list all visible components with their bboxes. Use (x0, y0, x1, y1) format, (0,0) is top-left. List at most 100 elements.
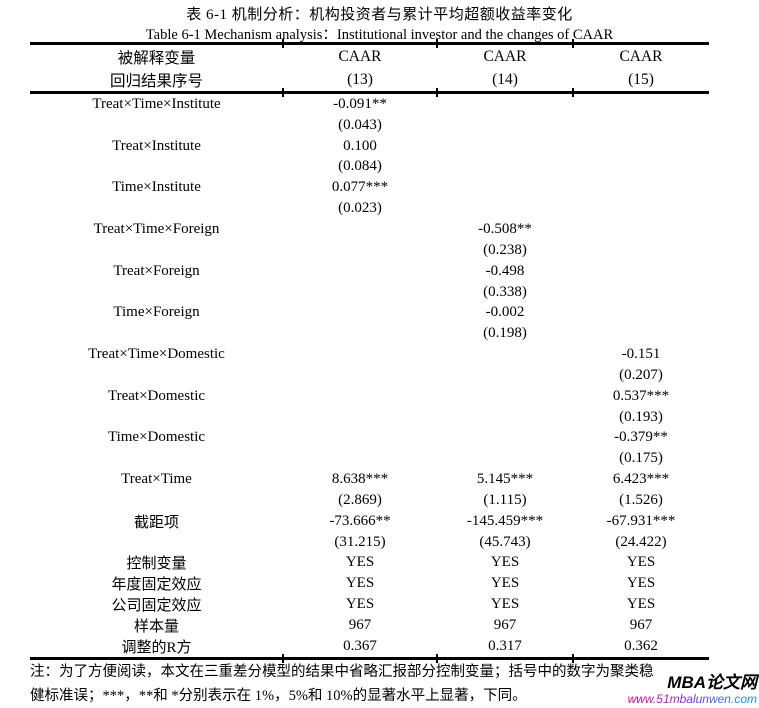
row-label: 调整的R方 (121, 639, 192, 656)
cell-value: (24.422) (615, 533, 667, 550)
row-label: Treat×Domestic (107, 387, 206, 404)
table-row: 公司固定效应 YES YES YES (30, 594, 709, 615)
table-row: Treat×Time×Foreign -0.508** (30, 219, 709, 240)
cell-value: -0.379** (614, 429, 668, 446)
table-row: (0.207) (30, 365, 709, 386)
row-label: 年度固定效应 (111, 577, 202, 594)
table-row: (0.023) (30, 198, 709, 219)
row-label: Treat×Foreign (113, 262, 200, 279)
column-divider-tick (436, 653, 438, 663)
cell-value: 967 (493, 617, 517, 634)
cell-value: (31.215) (334, 533, 386, 550)
column-divider-tick (436, 39, 438, 48)
cell-value: 0.362 (624, 637, 658, 654)
header-col-13: CAAR (338, 47, 382, 65)
cell-value: (1.115) (483, 491, 527, 508)
cell-value: 6.423*** (612, 471, 670, 488)
row-label: Treat×Time×Domestic (88, 346, 225, 363)
row-label: Treat×Time×Institute (92, 95, 221, 112)
cell-value: 967 (348, 617, 372, 634)
table-row: (0.238) (30, 240, 709, 261)
cell-value: (0.193) (619, 408, 663, 425)
cell-value: YES (626, 575, 656, 592)
header-col-15: CAAR (619, 47, 663, 65)
table-row: Time×Institute 0.077*** (30, 177, 709, 198)
table-bottom-rule (30, 653, 709, 663)
site-watermark: MBA论文网 www.51mbalunwen.com (627, 673, 757, 706)
column-divider-tick (282, 39, 284, 48)
column-divider-tick (572, 39, 574, 48)
cell-value: (0.238) (483, 241, 527, 258)
cell-value: 967 (629, 617, 653, 634)
header-model-15: (15) (628, 70, 654, 88)
table-row: Time×Foreign -0.002 (30, 302, 709, 323)
cell-value: (2.869) (338, 491, 382, 508)
table-body: Treat×Time×Institute -0.091** (0.043) Treat… (30, 94, 709, 657)
table-row: (0.193) (30, 407, 709, 428)
cell-value: (0.338) (483, 283, 527, 300)
table-header-bottom-rule (30, 88, 709, 97)
table-row: Treat×Time×Institute -0.091** (30, 94, 709, 115)
regression-table: 被解释变量 CAAR CAAR CAAR 回归结果序号 (13) (14) (1… (30, 39, 709, 663)
table-row: 截距项 -73.666** -145.459*** -67.931*** (30, 511, 709, 532)
table-title-chinese: 表 6-1 机制分析：机构投资者与累计平均超额收益率变化 (186, 7, 573, 23)
cell-value: YES (626, 554, 656, 571)
cell-value: YES (626, 596, 656, 613)
cell-value: -0.091** (333, 95, 387, 112)
cell-value: -0.002 (485, 304, 525, 321)
row-label: 样本量 (133, 619, 179, 636)
column-divider-tick (436, 88, 438, 97)
header-model-14: (14) (492, 70, 518, 88)
table-top-rule (30, 39, 709, 48)
table-row: 调整的R方 0.367 0.317 0.362 (30, 636, 709, 657)
header-model-13: (13) (347, 70, 373, 88)
cell-value: (1.526) (619, 491, 663, 508)
cell-value: YES (345, 575, 375, 592)
table-footnote: 注：为了方便阅读，本文在三重差分模型的结果中省略汇报部分控制变量；括号中的数字为… (30, 660, 730, 708)
table-row: (0.084) (30, 157, 709, 178)
column-divider-tick (282, 88, 284, 97)
column-divider-tick (572, 88, 574, 97)
cell-value: 0.077*** (331, 179, 389, 196)
table-row: Treat×Foreign -0.498 (30, 261, 709, 282)
table-header-row-1: 被解释变量 CAAR CAAR CAAR (30, 45, 709, 68)
row-label: 公司固定效应 (111, 598, 202, 615)
table-title-english: Table 6-1 Mechanism analysis：Institution… (145, 27, 614, 43)
row-label: Time×Foreign (113, 304, 200, 321)
table-row: (0.175) (30, 448, 709, 469)
table-row: (0.198) (30, 323, 709, 344)
cell-value: 0.537*** (612, 387, 670, 404)
cell-value: -73.666** (329, 512, 391, 529)
cell-value: -0.498 (485, 262, 525, 279)
cell-value: -0.508** (478, 220, 532, 237)
table-row: (2.869) (1.115) (1.526) (30, 490, 709, 511)
table-row: Treat×Time 8.638*** 5.145*** 6.423*** (30, 469, 709, 490)
cell-value: YES (490, 596, 520, 613)
watermark-site-url: www.51mbalunwen.com (627, 691, 757, 706)
table-row: (0.043) (30, 115, 709, 136)
table-row: 样本量 967 967 967 (30, 615, 709, 636)
cell-value: 5.145*** (476, 471, 534, 488)
cell-value: -67.931*** (606, 512, 676, 529)
header-col-14: CAAR (483, 47, 527, 65)
cell-value: (0.084) (338, 158, 382, 175)
cell-value: (0.175) (619, 450, 663, 467)
cell-value: (0.198) (483, 325, 527, 342)
cell-value: (0.207) (619, 366, 663, 383)
footnote-line-1: 注：为了方便阅读，本文在三重差分模型的结果中省略汇报部分控制变量；括号中的数字为… (30, 664, 654, 680)
watermark-site-name: MBA论文网 (667, 673, 757, 693)
table-row: 控制变量 YES YES YES (30, 553, 709, 574)
table-row: Treat×Institute 0.100 (30, 136, 709, 157)
row-label: Treat×Time×Foreign (93, 220, 220, 237)
table-row: (0.338) (30, 282, 709, 303)
cell-value: (45.743) (479, 533, 531, 550)
cell-value: 0.100 (343, 137, 377, 154)
table-row: Treat×Domestic 0.537*** (30, 386, 709, 407)
row-label: Treat×Institute (112, 137, 201, 154)
table-header-row-2: 回归结果序号 (13) (14) (15) (30, 68, 709, 91)
table-row: Treat×Time×Domestic -0.151 (30, 344, 709, 365)
table-row: 年度固定效应 YES YES YES (30, 573, 709, 594)
table-row: (31.215) (45.743) (24.422) (30, 532, 709, 553)
cell-value: 0.367 (343, 637, 377, 654)
